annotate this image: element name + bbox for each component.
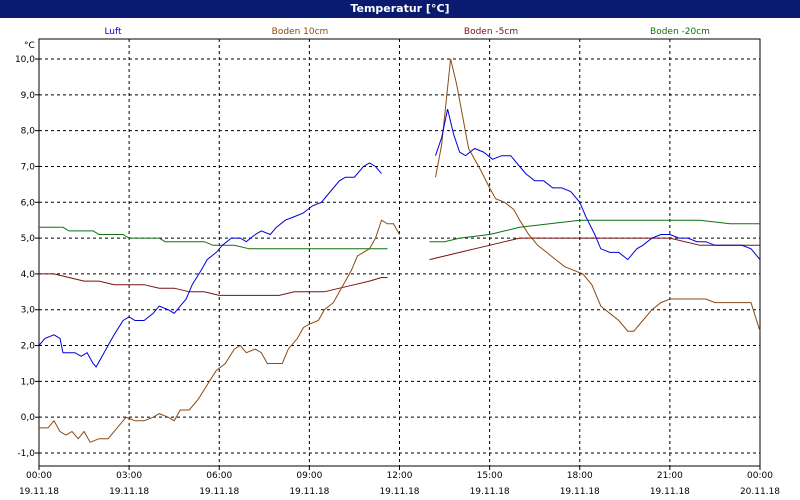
x-tick-date-label: 19.11.18 (560, 487, 600, 497)
x-tick-date-label: 19.11.18 (109, 487, 149, 497)
y-tick-label: 10,0 (15, 55, 35, 65)
x-tick-date-label: 19.11.18 (650, 487, 690, 497)
series-line-boden-20cm (429, 219, 760, 243)
x-tick-time-label: 03:00 (116, 471, 142, 481)
y-tick-label: 4,0 (21, 270, 36, 280)
series-line-boden-5cm (429, 237, 760, 261)
x-tick-date-label: 20.11.18 (740, 487, 780, 497)
series-lines (38, 58, 761, 443)
legend-entry: Boden 10cm (272, 27, 329, 37)
window-title: Temperatur [°C] (0, 0, 800, 18)
y-tick-label: 1,0 (21, 377, 36, 387)
series-line-boden-10cm (435, 58, 761, 332)
y-tick-label: 5,0 (21, 234, 36, 244)
y-tick-label: 3,0 (21, 306, 36, 316)
y-tick-label: 2,0 (21, 342, 36, 352)
x-tick-time-label: 15:00 (477, 471, 503, 481)
legend-entry: Boden -20cm (650, 27, 710, 37)
series-line-boden-5cm (39, 273, 388, 296)
y-tick-label: 0,0 (21, 413, 36, 423)
x-tick-time-label: 21:00 (657, 471, 683, 481)
series-line-luft (435, 108, 761, 261)
legend-entry: Boden -5cm (464, 27, 518, 37)
x-tick-time-label: 09:00 (296, 471, 322, 481)
x-tick-time-label: 12:00 (387, 471, 413, 481)
x-tick-time-label: 18:00 (567, 471, 593, 481)
x-tick-date-label: 19.11.18 (289, 487, 329, 497)
legend-entry: Luft (104, 27, 122, 37)
x-tick-date-label: 19.11.18 (470, 487, 510, 497)
x-tick-time-label: 00:00 (747, 471, 773, 481)
x-axis: 00:00 19.11.18 03:00 19.11.18 06:00 19.11.18 0… (19, 466, 780, 497)
y-axis-unit-label: °C (24, 41, 35, 51)
x-tick-time-label: 00:00 (26, 471, 52, 481)
y-axis: -1,0 0,0 1,0 2,0 3,0 4,0 5,0 6,0 7,0 8,0 9,0 10,0 (15, 55, 39, 459)
legend: Luft Boden 10cm Boden -5cm Boden -20cm (104, 27, 710, 37)
series-line-boden-20cm (39, 226, 388, 250)
y-tick-label: 8,0 (21, 127, 36, 137)
x-tick-date-label: 19.11.18 (19, 487, 59, 497)
series-line-luft (38, 162, 382, 368)
y-tick-label: 7,0 (21, 162, 36, 172)
x-tick-date-label: 19.11.18 (199, 487, 239, 497)
y-tick-label: 9,0 (21, 91, 36, 101)
x-tick-date-label: 19.11.18 (379, 487, 419, 497)
y-tick-label: -1,0 (17, 449, 35, 459)
series-line-boden-10cm (39, 219, 400, 443)
x-tick-time-label: 06:00 (206, 471, 232, 481)
y-tick-label: 6,0 (21, 198, 36, 208)
